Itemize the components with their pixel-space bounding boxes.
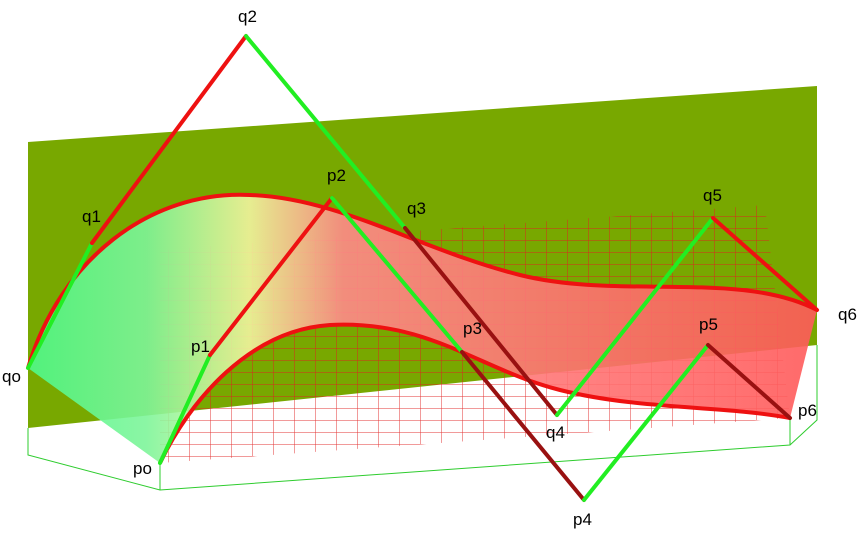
point-label: p1 [191,337,210,356]
point-label: p6 [798,401,817,420]
point-label: q1 [82,207,101,226]
point-label: q4 [546,423,565,442]
point-label: po [133,459,152,478]
point-label: p5 [699,315,718,334]
surface-edges [26,192,818,464]
point-label: q5 [703,186,722,205]
floor-box [27,345,818,491]
point-label: q6 [838,305,857,324]
control-polygon-p [158,196,792,502]
control-polygon-q [26,34,819,417]
point-label: p2 [327,166,346,185]
point-label: q2 [238,7,257,26]
surface [28,194,817,463]
point-label: p3 [463,319,482,338]
point-label: qo [2,367,21,386]
point-label: p4 [573,510,592,529]
point-label: q3 [407,199,426,218]
